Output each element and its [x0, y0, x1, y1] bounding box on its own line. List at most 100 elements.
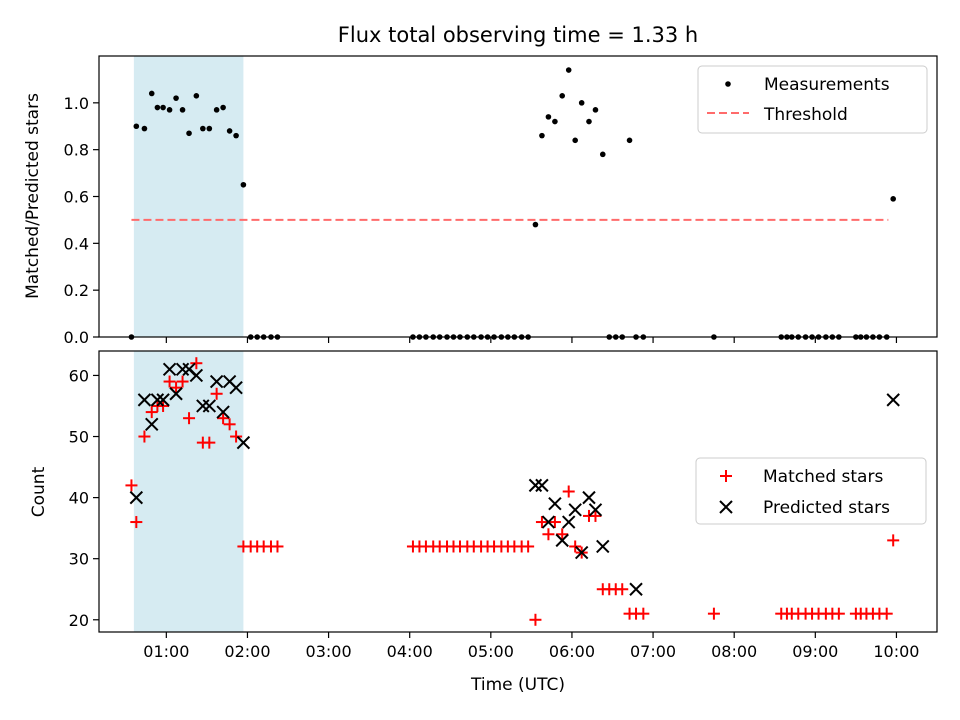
point-measurements [565, 67, 572, 73]
point-measurements [592, 107, 599, 113]
legend-matched-label: Matched stars [763, 467, 883, 487]
point-measurements [173, 95, 179, 101]
x-tick-label: 01:00 [143, 642, 189, 661]
x-tick-label: 04:00 [387, 642, 433, 661]
point-predicted-stars [886, 393, 900, 407]
top-y-tick-label: 0.6 [64, 188, 89, 207]
legend-matched-marker [720, 470, 732, 482]
chart-title: Flux total observing time = 1.33 h [338, 23, 698, 47]
x-tick-label: 07:00 [630, 642, 676, 661]
point-predicted-stars [169, 387, 183, 401]
point-predicted-stars [582, 490, 596, 505]
point-matched-stars [637, 607, 650, 620]
point-predicted-stars [561, 515, 576, 529]
point-predicted-stars [189, 368, 204, 383]
legend-measurements-marker [725, 81, 731, 87]
point-measurements [890, 196, 896, 202]
top-y-tick-label: 0.4 [64, 234, 89, 253]
point-matched-stars [190, 357, 203, 370]
point-matched-stars [832, 607, 845, 620]
point-measurements [148, 90, 155, 97]
point-matched-stars [145, 406, 158, 419]
point-matched-stars [271, 540, 284, 553]
legend-predicted-label: Predicted stars [763, 498, 890, 518]
point-measurements [213, 107, 220, 113]
point-matched-stars [230, 430, 243, 443]
point-predicted-stars [209, 374, 224, 389]
point-measurements [532, 221, 539, 228]
point-matched-stars [556, 528, 569, 541]
point-predicted-stars [528, 478, 543, 493]
legend-measurements-label: Measurements [764, 75, 890, 95]
point-measurements [226, 128, 233, 134]
bottom-shaded-region [133, 351, 244, 632]
x-axis-label: Time (UTC) [470, 675, 565, 695]
bottom-y-axis-label: Count [29, 466, 49, 517]
point-measurements [539, 132, 545, 139]
x-tick-label: 03:00 [306, 642, 352, 661]
point-measurements [160, 104, 166, 111]
point-predicted-stars [574, 545, 589, 560]
point-predicted-stars [568, 503, 582, 517]
point-matched-stars [562, 485, 575, 498]
top-y-tick-label: 0.0 [64, 328, 89, 347]
point-measurements [572, 137, 578, 144]
point-predicted-stars [629, 582, 643, 596]
point-matched-stars [210, 387, 223, 400]
point-predicted-stars [588, 503, 603, 517]
top-legend: Measurements Threshold [697, 65, 928, 134]
point-predicted-stars [137, 393, 152, 407]
point-matched-stars [170, 381, 183, 394]
bottom-y-tick-label: 60 [69, 366, 89, 385]
point-matched-stars [176, 375, 189, 388]
point-predicted-stars [555, 533, 569, 548]
top-y-tick-label: 0.2 [64, 281, 89, 300]
point-predicted-stars [229, 380, 243, 395]
x-tick-label: 08:00 [711, 642, 757, 661]
top-panel: 0.0 0.2 0.4 0.6 0.8 1.0 [64, 55, 938, 347]
point-measurements [186, 130, 192, 137]
bottom-y-tick-label: 50 [69, 428, 89, 447]
bottom-y-tick-label: 20 [69, 611, 89, 630]
point-measurements [552, 118, 558, 125]
point-measurements [193, 93, 200, 99]
point-matched-stars [529, 613, 542, 626]
point-measurements [559, 93, 566, 99]
point-measurements [586, 118, 592, 125]
point-predicted-stars [145, 417, 159, 432]
x-tick-label: 09:00 [792, 642, 838, 661]
point-predicted-stars [196, 399, 210, 413]
top-y-tick-label: 0.8 [64, 141, 89, 160]
x-tick-label: 05:00 [468, 642, 514, 661]
bottom-y-tick-label: 40 [69, 489, 89, 508]
x-tick-label: 10:00 [873, 642, 919, 661]
point-predicted-stars [129, 490, 144, 505]
point-predicted-stars [535, 478, 549, 493]
point-matched-stars [535, 516, 548, 529]
point-measurements [141, 125, 148, 132]
point-measurements [599, 151, 606, 158]
x-tick-label: 02:00 [224, 642, 270, 661]
point-measurements [240, 181, 247, 188]
point-measurements [154, 104, 161, 111]
bottom-y-tick-label: 30 [69, 550, 89, 569]
point-matched-stars [522, 540, 535, 553]
point-predicted-stars [156, 393, 170, 407]
top-shaded-region [133, 56, 244, 337]
point-matched-stars [569, 540, 582, 553]
bottom-axes-frame [98, 350, 938, 633]
point-predicted-stars [541, 515, 556, 529]
x-tick-label: 06:00 [549, 642, 595, 661]
point-measurements [233, 132, 239, 139]
point-predicted-stars [175, 362, 190, 377]
point-matched-stars [163, 375, 176, 388]
point-measurements [179, 107, 186, 113]
point-measurements [578, 100, 585, 106]
point-matched-stars [203, 436, 216, 449]
point-measurements [200, 125, 206, 132]
point-matched-stars [880, 607, 893, 620]
point-predicted-stars [548, 497, 562, 511]
point-predicted-stars [596, 539, 610, 554]
